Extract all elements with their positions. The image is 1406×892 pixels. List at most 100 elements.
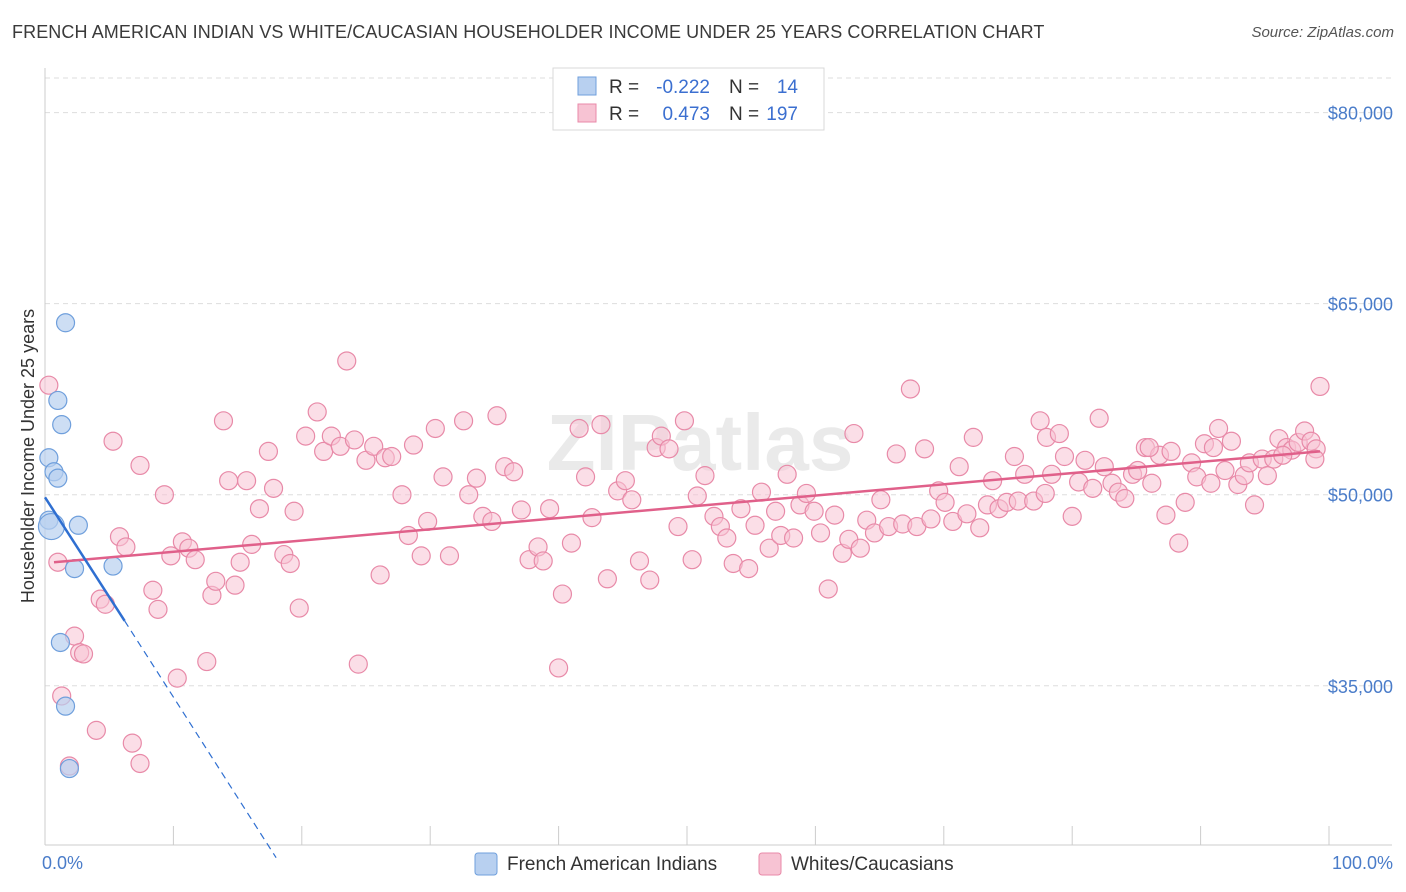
data-point-whites-caucasians [777,464,797,484]
data-point-whites-caucasians [561,533,582,553]
data-point-whites-caucasians [511,500,531,520]
data-point-whites-caucasians [569,418,589,439]
data-point-whites-caucasians [344,430,365,450]
data-point-whites-caucasians [348,654,368,674]
data-point-whites-caucasians [745,515,765,535]
data-point-whites-caucasians [668,516,688,537]
series-legend: French American Indians Whites/Caucasian… [474,852,954,876]
legend-n-label-2: N = [729,104,759,125]
data-point-whites-caucasians [284,501,304,521]
legend-box [552,67,825,131]
data-point-whites-caucasians [1305,449,1325,469]
data-point-whites-caucasians [219,471,239,491]
data-point-whites-caucasians [263,478,284,498]
data-point-whites-caucasians [759,538,779,558]
series-legend-swatch-pink [758,852,782,876]
data-point-french-american-indians [68,515,88,535]
data-point-whites-caucasians [1201,473,1221,493]
data-point-french-american-indians [55,696,76,716]
trend-line-french-american-indians-extrapolated [124,620,277,859]
x-tick-label-max: 100.0% [1332,853,1393,873]
data-point-whites-caucasians [143,580,163,600]
data-point-whites-caucasians [1035,483,1055,504]
data-point-whites-caucasians [1215,460,1235,481]
data-point-whites-caucasians [1115,488,1135,509]
data-point-french-american-indians [50,632,71,653]
data-point-whites-caucasians [935,492,955,512]
data-point-whites-caucasians [751,482,772,502]
data-point-whites-caucasians [206,571,226,591]
series-legend-label-pink: Whites/Caucasians [791,854,954,875]
data-point-whites-caucasians [439,546,460,566]
data-point-whites-caucasians [148,599,168,619]
data-point-whites-caucasians [1004,446,1025,467]
data-point-whites-caucasians [154,485,175,505]
data-point-whites-caucasians [1161,441,1181,462]
data-point-french-american-indians [48,468,68,488]
data-point-whites-caucasians [403,435,424,455]
data-point-whites-caucasians [1083,478,1103,498]
data-point-whites-caucasians [825,505,845,525]
data-point-whites-caucasians [459,485,479,505]
data-point-whites-caucasians [970,518,990,538]
data-point-whites-caucasians [213,411,234,431]
data-point-whites-caucasians [1142,473,1162,493]
data-point-whites-caucasians [731,499,751,519]
data-point-whites-caucasians [364,436,384,456]
data-point-whites-caucasians [504,462,524,482]
data-point-whites-caucasians [1089,408,1109,428]
data-point-french-american-indians [59,758,79,779]
data-point-french-american-indians [37,512,66,541]
data-point-whites-caucasians [1030,411,1050,431]
data-point-whites-caucasians [1203,437,1224,458]
data-point-whites-caucasians [1310,376,1330,397]
data-point-whites-caucasians [659,439,679,459]
legend-r-label-1: R = [609,77,639,98]
data-point-french-american-indians [55,313,76,333]
data-point-whites-caucasians [640,570,660,590]
data-point-whites-caucasians [552,584,573,604]
chart-title: FRENCH AMERICAN INDIAN VS WHITE/CAUCASIA… [12,22,1045,42]
data-point-whites-caucasians [425,418,445,439]
data-point-whites-caucasians [296,426,316,446]
data-point-whites-caucasians [717,528,737,548]
y-tick-label: $80,000 [1328,104,1393,124]
data-point-whites-caucasians [185,550,205,570]
x-tick-label-min: 0.0% [42,853,83,873]
data-point-whites-caucasians [540,499,560,519]
legend-n-value-1: 14 [777,77,799,98]
y-tick-label: $35,000 [1328,677,1393,697]
data-point-whites-caucasians [86,720,106,740]
series-legend-label-blue: French American Indians [507,854,717,875]
data-point-whites-caucasians [796,483,817,504]
data-point-whites-caucasians [783,528,804,548]
data-point-whites-caucasians [167,668,187,688]
data-point-whites-caucasians [804,501,824,521]
data-point-whites-caucasians [818,579,838,599]
data-point-whites-caucasians [130,753,150,774]
data-point-whites-caucasians [95,594,115,614]
data-point-french-american-indians [52,415,72,435]
data-point-whites-caucasians [307,402,327,422]
trend-lines [43,450,1321,859]
data-point-whites-caucasians [1049,423,1069,444]
data-point-whites-caucasians [582,508,602,528]
x-ticks [44,826,1330,845]
data-point-whites-caucasians [103,431,123,451]
data-point-whites-caucasians [370,565,390,585]
y-tick-label: $50,000 [1328,486,1393,506]
legend-r-value-1: -0.222 [656,77,710,98]
data-point-whites-caucasians [629,551,650,571]
data-point-whites-caucasians [871,490,891,510]
legend-n-value-2: 197 [766,104,798,125]
legend-r-value-2: 0.473 [662,104,710,125]
data-point-whites-caucasians [225,575,245,595]
data-point-whites-caucasians [1128,460,1148,481]
data-point-whites-caucasians [122,733,142,753]
whites-caucasians-points [39,351,1330,776]
data-point-whites-caucasians [249,499,270,519]
data-point-whites-caucasians [739,558,759,579]
data-point-whites-caucasians [130,455,150,476]
data-point-whites-caucasians [1257,466,1277,486]
data-point-whites-caucasians [1062,506,1082,526]
